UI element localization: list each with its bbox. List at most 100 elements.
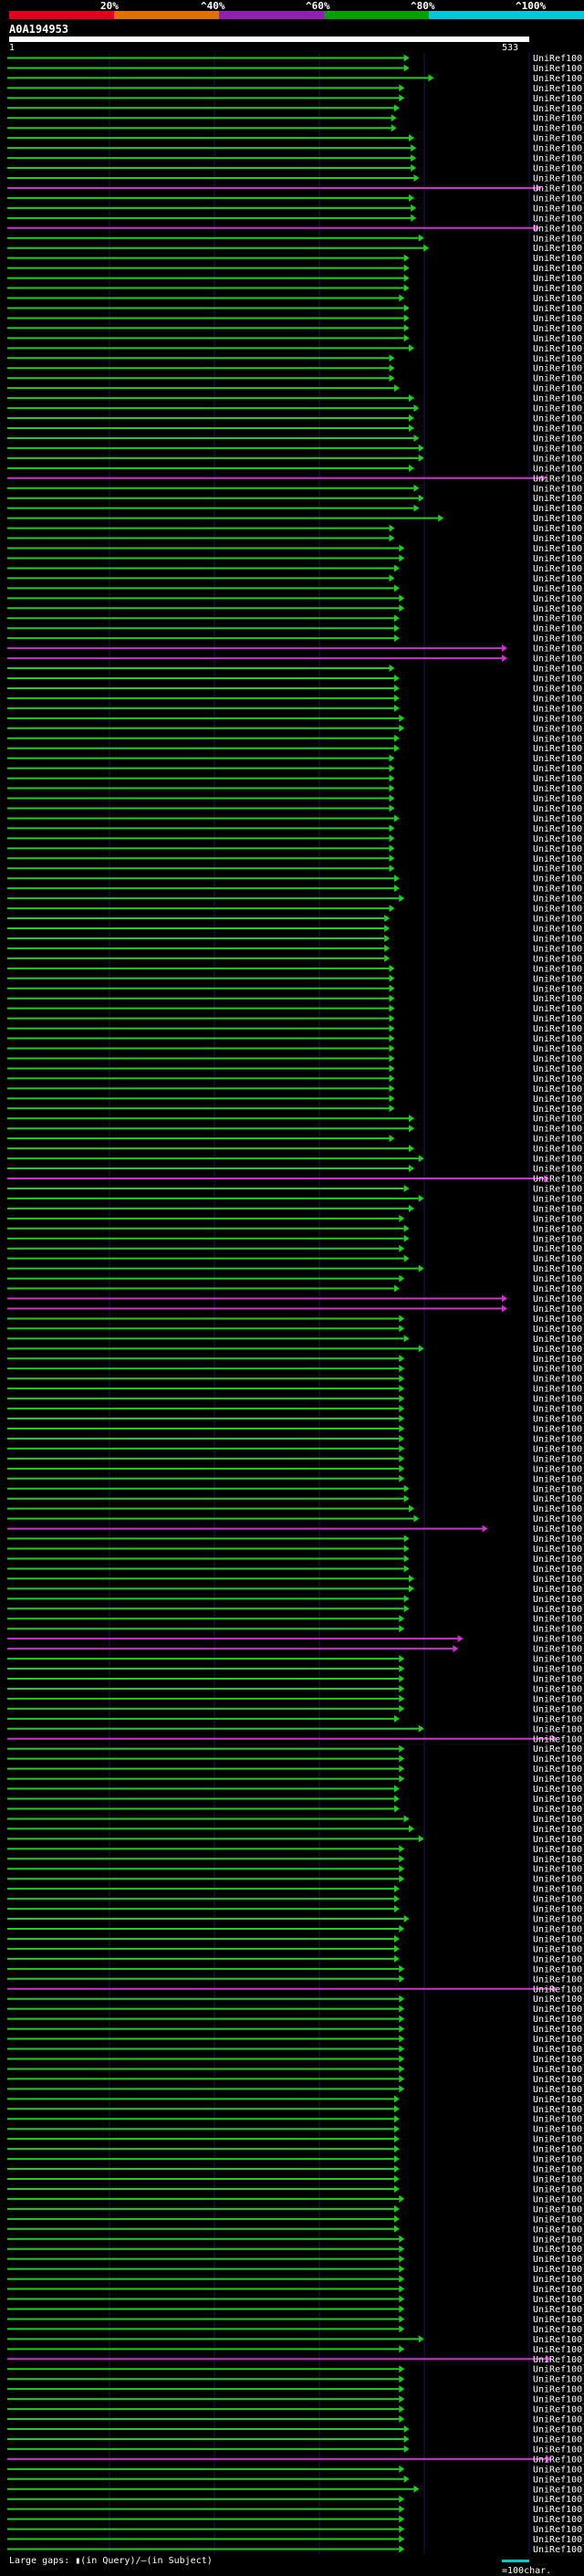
- hit-label[interactable]: UniRef100_C2ES93: [533, 1234, 584, 1244]
- hit-label[interactable]: UniRef100_Q3ZW61: [533, 1375, 584, 1385]
- hit-label[interactable]: UniRef100_A3IW67: [533, 1714, 584, 1724]
- hit-label[interactable]: UniRef100_C4VOF9: [533, 744, 584, 754]
- hit-label[interactable]: UniRef100_C5YOF0: [533, 1954, 584, 1964]
- hit-row[interactable]: UniRef100_UP1000..: [7, 2075, 584, 2085]
- hit-row[interactable]: UniRef100_B1L7G7: [7, 284, 584, 294]
- hit-label[interactable]: UniRef100_C6PJR3: [533, 2035, 584, 2045]
- hit-label[interactable]: UniRef100_Q3M3Z0: [533, 1325, 584, 1335]
- hit-row[interactable]: UniRef100_Q9F8Q5: [7, 854, 584, 864]
- hit-row[interactable]: UniRef100_A0A1H8: [7, 2135, 584, 2145]
- hit-label[interactable]: UniRef100_A7B8D6: [533, 1964, 584, 1974]
- hit-row[interactable]: UniRef100_A8LCE7: [7, 134, 584, 144]
- hit-row[interactable]: UniRef100_C3HE97: [7, 994, 584, 1004]
- hit-row[interactable]: UniRef100_C4G912: [7, 1514, 584, 1524]
- hit-label[interactable]: UniRef100_C4GY28: [533, 494, 584, 504]
- hit-label[interactable]: UniRef100_C7PMG5: [533, 2455, 584, 2465]
- hit-row[interactable]: UniRef100_C2HP27: [7, 174, 584, 184]
- hit-label[interactable]: UniRef100_C0ESK3: [533, 2275, 584, 2285]
- hit-row[interactable]: UniRef100_C8N6Y1: [7, 454, 584, 464]
- hit-label[interactable]: UniRef100_C1TLL1: [533, 334, 584, 344]
- hit-label[interactable]: UniRef100_A5L7Q6: [533, 1565, 584, 1575]
- hit-row[interactable]: UniRef100_C3B9D6: [7, 1105, 584, 1115]
- hit-label[interactable]: UniRef100_B6FSW4: [533, 574, 584, 584]
- hit-row[interactable]: UniRef100_B5F1Y7: [7, 2405, 584, 2415]
- hit-row[interactable]: UniRef100_C8RHH3: [7, 704, 584, 714]
- hit-row[interactable]: UniRef100_Q9KDH1: [7, 2085, 584, 2095]
- hit-row[interactable]: UniRef100_C4GY28: [7, 494, 584, 504]
- hit-row[interactable]: UniRef100_Q03RE0: [7, 2175, 584, 2185]
- hit-label[interactable]: UniRef100_A5VJG1: [533, 764, 584, 774]
- hit-label[interactable]: UniRef100_A0UAW3: [533, 504, 584, 514]
- hit-label[interactable]: UniRef100_B7HE41: [533, 1044, 584, 1054]
- hit-row[interactable]: UniRef100_B2JGX4: [7, 1775, 584, 1785]
- hit-row[interactable]: UniRef100_C7RHH7: [7, 304, 584, 314]
- hit-label[interactable]: UniRef100_C2KEC2: [533, 634, 584, 644]
- hit-label[interactable]: UniRef100_UP1000..: [533, 2065, 584, 2075]
- hit-label[interactable]: UniRef100_C2PF96: [533, 1555, 584, 1565]
- hit-row[interactable]: UniRef100_C0EBF4: [7, 2485, 584, 2495]
- hit-label[interactable]: UniRef100_C4WCD5: [533, 74, 584, 84]
- hit-row[interactable]: UniRef100_Q32A19: [7, 1605, 584, 1615]
- hit-row[interactable]: UniRef100_B9MYE4: [7, 2335, 584, 2345]
- hit-row[interactable]: UniRef100_C0FD05: [7, 344, 584, 354]
- hit-row[interactable]: UniRef100_A1VCS0: [7, 1995, 584, 2005]
- hit-row[interactable]: UniRef100_B7DNW0: [7, 1304, 584, 1314]
- hit-label[interactable]: UniRef100_C9FTU7: [533, 2475, 584, 2485]
- hit-label[interactable]: UniRef100_B6GL18: [533, 1684, 584, 1694]
- hit-label[interactable]: UniRef100_C3E3C6: [533, 984, 584, 994]
- hit-label[interactable]: UniRef100_C5B7Q2: [533, 1464, 584, 1474]
- hit-row[interactable]: UniRef100_C2HEE0: [7, 1545, 584, 1555]
- hit-row[interactable]: UniRef100_C7N141: [7, 474, 584, 484]
- hit-row[interactable]: UniRef100_A0B1E8: [7, 484, 584, 494]
- hit-row[interactable]: UniRef100_B8DM75: [7, 2125, 584, 2135]
- hit-row[interactable]: UniRef100_C6VQU8: [7, 1785, 584, 1795]
- hit-row[interactable]: UniRef100_C2EX31: [7, 754, 584, 764]
- hit-label[interactable]: UniRef100_C7UN48: [533, 1895, 584, 1905]
- hit-row[interactable]: UniRef100_C2D7P9: [7, 244, 584, 254]
- hit-row[interactable]: UniRef100_B8ELA1: [7, 934, 584, 944]
- hit-label[interactable]: UniRef100_C7Q0T5: [533, 1865, 584, 1875]
- hit-row[interactable]: UniRef100_C7PMG5: [7, 2455, 584, 2465]
- hit-label[interactable]: UniRef100_Q49YT2: [533, 2515, 584, 2525]
- hit-label[interactable]: UniRef100_C4G912: [533, 1514, 584, 1524]
- hit-label[interactable]: UniRef100_C3H6P5: [533, 974, 584, 984]
- hit-label[interactable]: UniRef100_Q5WH00: [533, 2315, 584, 2325]
- hit-label[interactable]: UniRef100_C2BDD1: [533, 1665, 584, 1675]
- hit-row[interactable]: UniRef100_Q7NDD2: [7, 644, 584, 654]
- hit-row[interactable]: UniRef100_B6FSW4: [7, 574, 584, 584]
- hit-row[interactable]: UniRef100_C2PF96: [7, 1555, 584, 1565]
- hit-label[interactable]: UniRef100_C7HZU2: [533, 2295, 584, 2305]
- hit-label[interactable]: UniRef100_C4GEF9: [533, 874, 584, 885]
- hit-label[interactable]: UniRef100_A6ZZN6: [533, 915, 584, 925]
- hit-label[interactable]: UniRef100_C7WQ20: [533, 1875, 584, 1885]
- hit-row[interactable]: UniRef100_UP1000..: [7, 1825, 584, 1835]
- hit-row[interactable]: UniRef100_C7UN48: [7, 1895, 584, 1905]
- hit-label[interactable]: UniRef100_UP1000..: [533, 1984, 584, 1995]
- hit-row[interactable]: UniRef100_P74007: [7, 1274, 584, 1284]
- hit-row[interactable]: UniRef100_C9H1W2: [7, 1484, 584, 1494]
- hit-label[interactable]: UniRef100_C4KCZ4: [533, 2545, 584, 2554]
- hit-row[interactable]: UniRef100_A6KLB5: [7, 1724, 584, 1734]
- hit-label[interactable]: UniRef100_A6TGN9: [533, 2155, 584, 2165]
- hit-row[interactable]: UniRef100_Q2HVX7: [7, 524, 584, 534]
- hit-label[interactable]: UniRef100_C9H1W2: [533, 1484, 584, 1494]
- hit-row[interactable]: UniRef100_Q4CGR9: [7, 2005, 584, 2015]
- hit-row[interactable]: UniRef100_A5FSR6: [7, 1444, 584, 1454]
- hit-row[interactable]: UniRef100_Q0DYE4: [7, 2395, 584, 2405]
- hit-row[interactable]: UniRef100_Q9RTC7: [7, 114, 584, 124]
- hit-row[interactable]: UniRef100_A6ZZN6: [7, 915, 584, 925]
- hit-row[interactable]: UniRef100_A5KQ35: [7, 254, 584, 264]
- hit-label[interactable]: UniRef100_A6BHZ1: [533, 794, 584, 804]
- hit-label[interactable]: UniRef100_A7B742: [533, 464, 584, 474]
- hit-row[interactable]: UniRef100_C0Z714: [7, 1925, 584, 1935]
- hit-row[interactable]: UniRef100_Q3ZUN9: [7, 1385, 584, 1395]
- hit-row[interactable]: UniRef100_Q72PG7: [7, 84, 584, 94]
- hit-label[interactable]: UniRef100_C2PVL5: [533, 1074, 584, 1084]
- hit-label[interactable]: UniRef100_A8LCE7: [533, 134, 584, 144]
- hit-row[interactable]: UniRef100_C7Y013: [7, 1204, 584, 1214]
- hit-label[interactable]: UniRef100_B5F1Y7: [533, 2405, 584, 2415]
- hit-row[interactable]: UniRef100_C0W086: [7, 414, 584, 424]
- hit-row[interactable]: UniRef100_C2KEC2: [7, 634, 584, 644]
- hit-label[interactable]: UniRef100_C6BZ18: [533, 2105, 584, 2115]
- hit-label[interactable]: UniRef100_Q6MYS7: [533, 1395, 584, 1405]
